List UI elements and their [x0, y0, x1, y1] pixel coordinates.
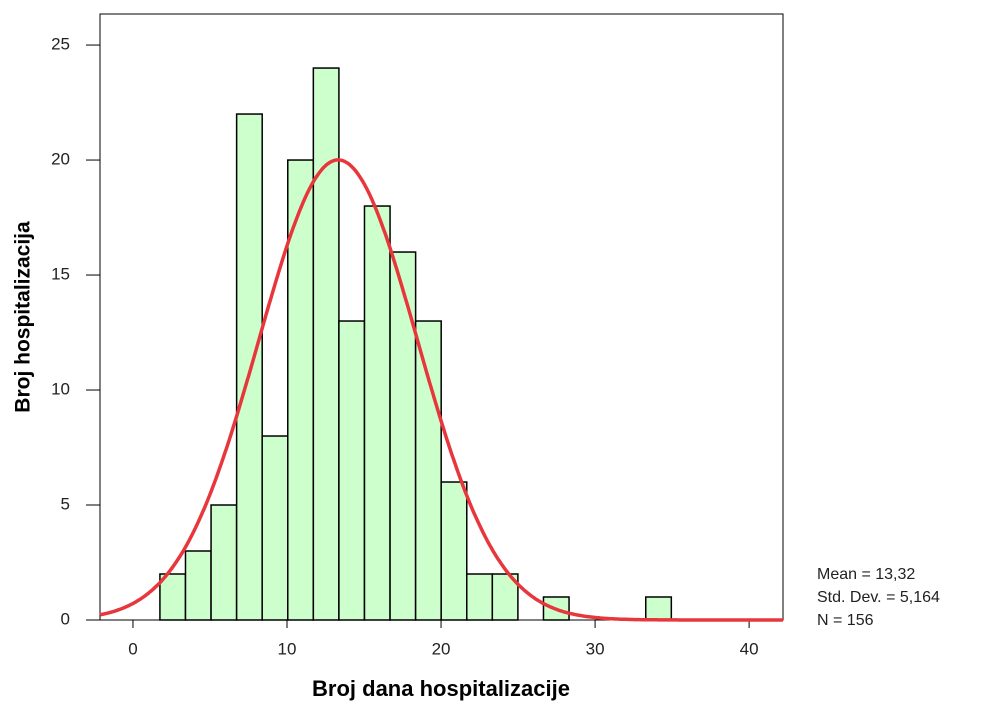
- x-tick-label: 40: [740, 639, 759, 658]
- bar: [389, 251, 417, 621]
- bar: [440, 481, 468, 621]
- x-tick-label: 0: [128, 639, 137, 658]
- bar: [338, 320, 366, 621]
- bar: [414, 320, 442, 621]
- normal-curve: [99, 158, 783, 622]
- x-tick-label: 10: [278, 639, 297, 658]
- bar: [159, 573, 187, 621]
- y-tick-label: 5: [61, 494, 70, 513]
- bar: [184, 550, 212, 621]
- y-tick-label: 0: [61, 609, 70, 628]
- y-tick-label: 15: [51, 265, 70, 284]
- bar: [645, 596, 673, 621]
- x-axis-title: Broj dana hospitalizacije: [312, 676, 570, 701]
- x-tick-label: 20: [432, 639, 451, 658]
- y-axis-title: Broj hospitalizacija: [12, 221, 35, 413]
- annotation: N = 156: [817, 612, 874, 629]
- bar: [312, 67, 340, 621]
- bar: [466, 573, 494, 621]
- bar: [363, 205, 391, 621]
- y-tick-label: 10: [51, 380, 70, 399]
- x-tick-label: 30: [586, 639, 605, 658]
- y-tick-label: 25: [51, 35, 70, 54]
- y-tick-label: 20: [51, 150, 70, 169]
- bar: [287, 159, 315, 621]
- annotation: Std. Dev. = 5,164: [817, 589, 940, 606]
- bar: [261, 435, 289, 621]
- bar: [210, 504, 238, 621]
- annotation: Mean = 13,32: [817, 566, 915, 583]
